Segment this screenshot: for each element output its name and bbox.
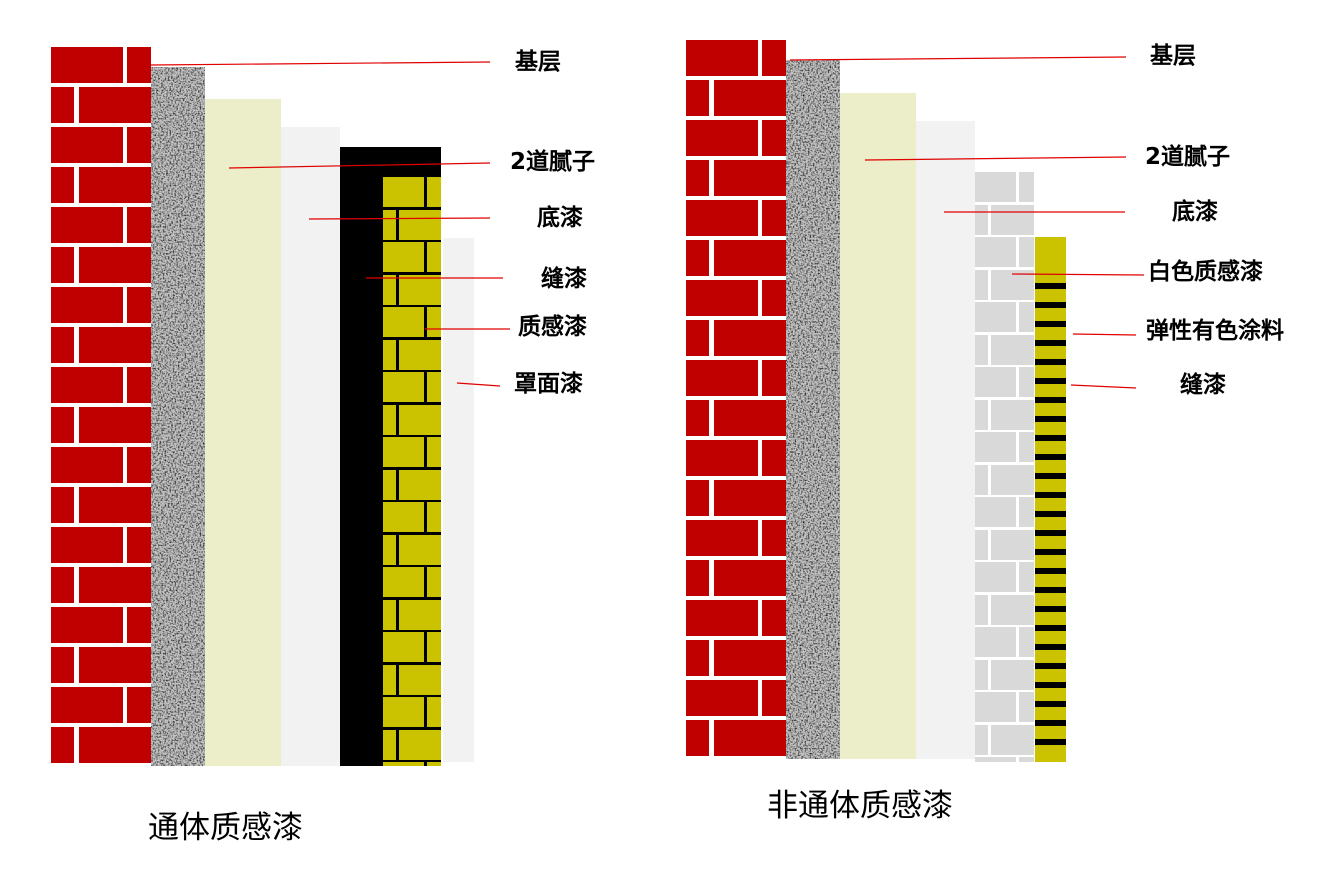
granite-texture (786, 60, 840, 759)
left-leader-lines (150, 61, 510, 387)
label-base: 基层 (1150, 43, 1196, 69)
label-white-texture-paint: 白色质感漆 (1148, 259, 1263, 285)
label-primer: 底漆 (537, 205, 583, 231)
base-brick-layer (686, 40, 786, 759)
right-leader-lines (789, 56, 1145, 389)
label-putty: 2道腻子 (1145, 144, 1231, 170)
right-caption: 非通体质感漆 (767, 788, 953, 824)
white-texture-layer (975, 172, 1034, 762)
leader-line (150, 61, 491, 66)
right-wall-section (686, 40, 1145, 762)
label-topcoat: 罩面漆 (514, 371, 583, 397)
leader-line (1070, 384, 1137, 389)
base-brick-layer (51, 47, 151, 766)
label-base: 基层 (515, 49, 561, 75)
label-texture-paint: 质感漆 (518, 314, 587, 340)
leader-line (1011, 273, 1145, 276)
leader-line (456, 382, 501, 387)
putty-layer (840, 93, 916, 759)
leader-line (1072, 333, 1137, 336)
putty-layer (205, 99, 281, 766)
leader-line (789, 56, 1127, 61)
left-caption: 通体质感漆 (148, 810, 303, 846)
leader-line (228, 162, 491, 169)
leader-line (308, 217, 491, 220)
label-primer: 底漆 (1172, 199, 1218, 225)
primer-layer (281, 127, 340, 766)
primer-layer (916, 121, 975, 759)
left-wall-section (51, 47, 510, 766)
joint-paint-stripes (1035, 283, 1066, 758)
label-elastic-coating: 弹性有色涂料 (1146, 318, 1284, 344)
label-putty: 2道腻子 (510, 149, 596, 175)
label-joint-paint: 缝漆 (541, 266, 587, 292)
granite-texture (151, 67, 205, 766)
leader-line (864, 156, 1127, 161)
topcoat-layer (443, 238, 474, 762)
label-joint-paint: 缝漆 (1180, 372, 1226, 398)
texture-paint-layer (383, 177, 441, 766)
